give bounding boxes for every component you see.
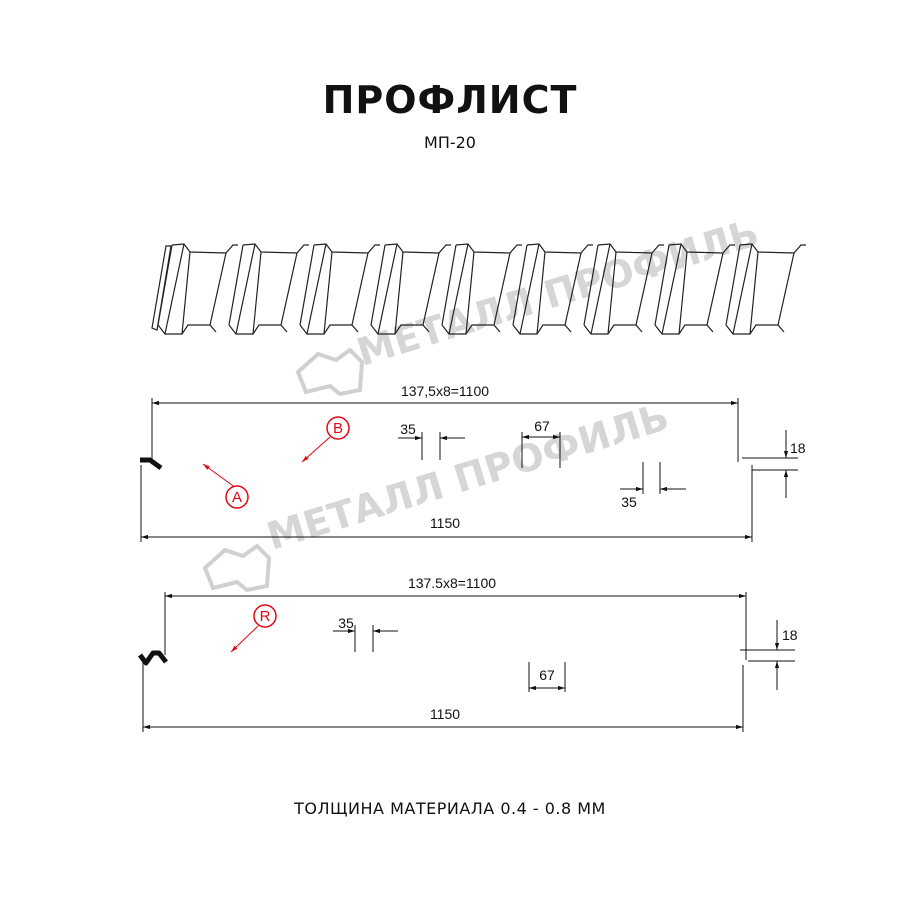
page-title: ПРОФЛИСТ bbox=[322, 78, 578, 122]
valley-label: 67 bbox=[539, 667, 555, 683]
pitch-label: 137.5x8=1100 bbox=[408, 575, 496, 591]
width-label: 1150 bbox=[430, 706, 460, 722]
crest-label-2: 35 bbox=[621, 494, 637, 510]
profile-b-outline bbox=[138, 650, 168, 666]
material-thickness: ТОЛЩИНА МАТЕРИАЛА 0.4 - 0.8 ММ bbox=[294, 799, 606, 818]
crest-label: 35 bbox=[338, 615, 354, 631]
height-label: 18 bbox=[782, 627, 798, 643]
page-subtitle: МП-20 bbox=[424, 133, 476, 152]
profile-b: 137.5x8=1100 1150 35 67 18 R bbox=[138, 575, 798, 732]
watermark-text: МЕТАЛЛ ПРОФИЛЬ bbox=[352, 210, 764, 374]
watermark-2: МЕТАЛЛ ПРОФИЛЬ bbox=[202, 394, 674, 593]
marker-a bbox=[225, 485, 249, 509]
marker-a-label: A bbox=[232, 489, 242, 506]
watermark-1: МЕТАЛЛ ПРОФИЛЬ bbox=[295, 210, 764, 397]
profile-a: 137,5x8=1100 1150 35 67 35 18 A B bbox=[140, 383, 806, 542]
pitch-label: 137,5x8=1100 bbox=[401, 383, 489, 399]
crest-label: 35 bbox=[400, 421, 416, 437]
marker-b bbox=[326, 416, 350, 440]
marker-b-label: B bbox=[333, 420, 343, 437]
marker-r bbox=[253, 604, 277, 628]
profile-a-outline bbox=[140, 457, 163, 471]
watermark-text: МЕТАЛЛ ПРОФИЛЬ bbox=[262, 394, 674, 558]
marker-r-label: R bbox=[260, 608, 271, 625]
height-label: 18 bbox=[790, 440, 806, 456]
valley-label: 67 bbox=[534, 418, 550, 434]
width-label: 1150 bbox=[430, 515, 460, 531]
sheet-3d-view bbox=[151, 243, 806, 335]
